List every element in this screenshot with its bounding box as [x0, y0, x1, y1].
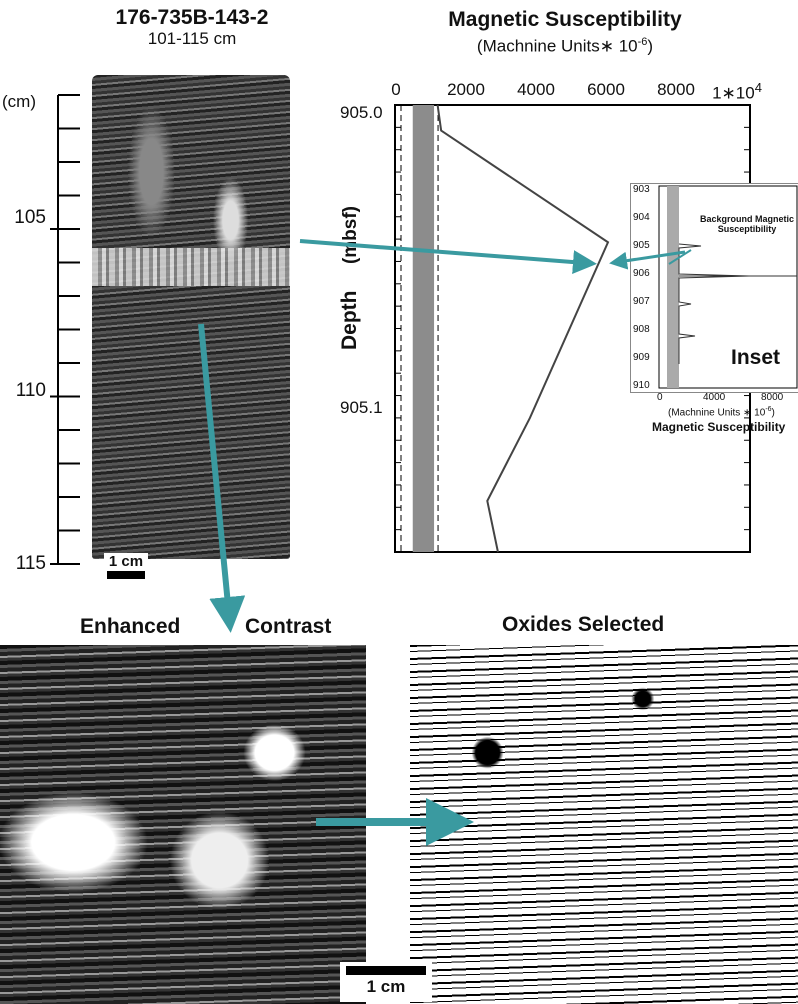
arrow-inset-to-peak	[609, 250, 686, 270]
depth-ruler	[50, 94, 80, 565]
inset-background-band	[667, 186, 679, 388]
chart-title: Magnetic Susceptibility	[448, 8, 682, 31]
x-tick-2000: 2000	[447, 80, 485, 99]
ruler-label-105: 105	[14, 207, 46, 228]
inset-y-907: 907	[633, 296, 650, 307]
inset-y-908: 908	[633, 324, 650, 335]
oxides-title: Oxides Selected	[502, 613, 665, 636]
x-tick-4000: 4000	[517, 80, 555, 99]
core-scale-label: 1 cm	[108, 553, 144, 570]
inset-y-906: 906	[633, 268, 650, 279]
enhanced-contrast-image	[0, 645, 366, 1004]
x-tick-8000: 8000	[657, 80, 695, 99]
y-tick-905-0: 905.0	[340, 103, 383, 122]
enhanced-title-right: Contrast	[245, 615, 332, 638]
inset-x-8000: 8000	[761, 392, 784, 403]
inset-y-904: 904	[633, 212, 650, 223]
chart-x-unit: (Machnine Units∗ 10-6)	[476, 36, 654, 56]
ruler-label-110: 110	[15, 380, 46, 401]
inset-annotation: Background Magnetic Susceptibility	[699, 214, 794, 234]
susceptibility-line	[436, 104, 610, 553]
bottom-scale-label: 1 cm	[366, 977, 406, 996]
inset-x-title: Magnetic Susceptibility	[652, 420, 786, 434]
inset-x-4000: 4000	[703, 392, 726, 403]
core-scale-bar: 1 cm	[104, 553, 148, 583]
enhanced-title-left: Enhanced	[80, 615, 181, 638]
core-scale-line	[107, 571, 145, 579]
ruler-label-115: 115	[15, 553, 46, 574]
inset-x-0: 0	[657, 392, 663, 403]
arrow-core-to-enhanced	[198, 323, 246, 633]
inset-x-unit: (Machnine Units ∗ 10-6)	[668, 406, 775, 419]
ruler-unit: (cm)	[2, 92, 36, 111]
inset-panel: 903 904 905 906 907 908 909 910 Backgrou…	[630, 183, 798, 393]
bottom-scale-bar: 1 cm	[340, 962, 432, 1002]
inset-y-903: 903	[633, 184, 650, 195]
x-tick-10000: 1∗104	[712, 80, 762, 103]
inset-line	[678, 243, 750, 364]
arrow-core-to-peak	[299, 239, 597, 275]
x-tick-0: 0	[391, 80, 401, 99]
core-photo	[92, 75, 290, 559]
inset-y-910: 910	[633, 380, 650, 391]
inset-y-905: 905	[633, 240, 650, 251]
core-interval: 101-115 cm	[147, 29, 237, 48]
y-tick-905-1: 905.1	[340, 398, 383, 417]
core-oxide-band	[92, 248, 290, 286]
inset-arrow	[668, 249, 692, 265]
x-tick-6000: 6000	[587, 80, 625, 99]
oxides-selected-image	[410, 645, 798, 1004]
inset-plot	[658, 185, 798, 389]
core-title: 176-735B-143-2	[115, 6, 269, 29]
bottom-scale-line	[346, 966, 426, 975]
background-band	[412, 105, 435, 552]
inset-y-909: 909	[633, 352, 650, 363]
inset-label: Inset	[731, 346, 781, 369]
